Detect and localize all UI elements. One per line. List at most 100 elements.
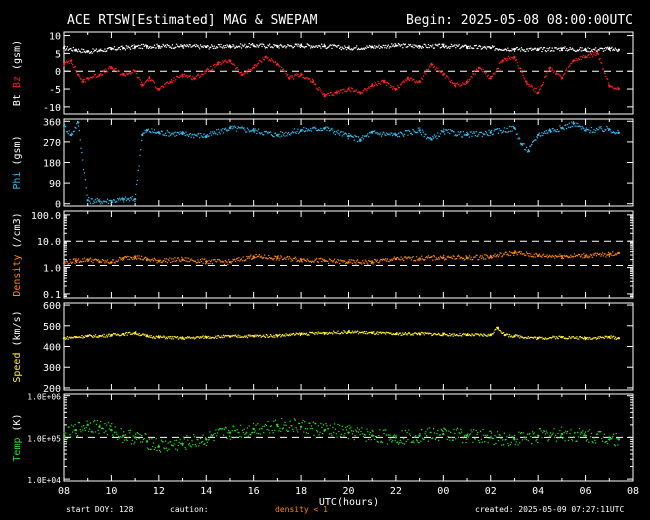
data-point xyxy=(251,431,254,434)
data-point xyxy=(386,45,389,48)
data-point xyxy=(461,335,463,337)
data-point xyxy=(519,432,522,435)
data-point xyxy=(484,254,486,256)
data-point xyxy=(233,127,235,129)
data-point xyxy=(250,254,252,256)
data-point xyxy=(490,432,493,434)
data-point xyxy=(84,81,87,83)
data-point xyxy=(187,444,190,446)
data-point xyxy=(204,442,206,445)
data-point xyxy=(91,335,93,338)
data-point xyxy=(531,84,533,87)
data-point xyxy=(362,48,364,50)
data-point xyxy=(535,87,537,90)
data-point xyxy=(125,256,128,259)
data-point xyxy=(467,433,469,435)
data-point xyxy=(319,431,321,433)
data-point xyxy=(278,65,280,67)
data-point xyxy=(278,259,280,261)
data-point xyxy=(563,73,565,75)
data-point xyxy=(373,130,376,132)
data-point xyxy=(579,256,582,258)
data-point xyxy=(385,429,387,431)
data-point xyxy=(164,132,167,134)
data-point xyxy=(286,45,288,48)
data-point xyxy=(123,439,126,441)
data-point xyxy=(82,159,84,161)
data-point xyxy=(243,127,245,129)
data-point xyxy=(153,129,156,131)
data-point xyxy=(407,76,409,78)
data-point xyxy=(525,438,528,441)
data-point xyxy=(448,128,450,131)
data-point xyxy=(334,133,337,136)
data-point xyxy=(467,436,470,438)
data-point xyxy=(287,334,290,337)
data-point xyxy=(325,126,327,128)
data-point xyxy=(104,71,106,74)
data-point xyxy=(125,200,128,202)
data-point xyxy=(505,131,507,133)
data-point xyxy=(98,198,100,201)
data-point xyxy=(113,431,116,434)
data-point xyxy=(194,443,197,446)
data-point xyxy=(187,336,189,338)
data-point xyxy=(588,53,590,56)
data-point xyxy=(69,258,71,261)
data-point xyxy=(450,436,453,439)
data-point xyxy=(339,333,342,335)
data-point xyxy=(97,259,99,261)
data-point xyxy=(74,65,76,68)
data-point xyxy=(279,136,281,138)
data-point xyxy=(382,429,384,432)
data-point xyxy=(235,258,238,260)
data-point xyxy=(431,46,433,48)
data-point xyxy=(412,44,414,46)
data-point xyxy=(199,442,201,444)
data-point xyxy=(174,135,176,137)
data-point xyxy=(189,74,192,77)
data-point xyxy=(184,134,186,137)
data-point xyxy=(424,433,426,435)
data-point xyxy=(309,422,311,425)
data-point xyxy=(305,432,308,434)
y-axis-label-part: Speed xyxy=(12,353,23,383)
data-point xyxy=(550,256,553,258)
data-point xyxy=(167,442,169,444)
data-point xyxy=(80,336,82,339)
data-point xyxy=(315,87,318,89)
data-point xyxy=(340,433,343,435)
data-point xyxy=(189,44,192,46)
data-point xyxy=(68,62,70,65)
data-point xyxy=(125,72,128,74)
data-point xyxy=(558,47,560,50)
data-point xyxy=(561,76,564,78)
data-point xyxy=(536,92,539,95)
data-point xyxy=(70,62,73,65)
data-point xyxy=(478,439,480,442)
data-point xyxy=(447,435,449,438)
data-point xyxy=(245,431,248,434)
data-point xyxy=(176,449,179,451)
data-point xyxy=(76,259,79,261)
data-point xyxy=(168,260,170,262)
data-point xyxy=(114,262,116,264)
data-point xyxy=(449,80,451,83)
data-point xyxy=(79,50,81,53)
data-point xyxy=(470,131,472,133)
data-point xyxy=(97,336,99,339)
data-point xyxy=(368,87,371,89)
data-point xyxy=(194,45,197,48)
data-point xyxy=(439,434,442,436)
data-point xyxy=(140,149,142,151)
data-point xyxy=(460,428,462,431)
data-point xyxy=(351,330,354,332)
data-point xyxy=(544,337,547,339)
data-point xyxy=(139,44,141,47)
data-point xyxy=(167,258,169,261)
data-point xyxy=(188,260,191,263)
data-point xyxy=(282,258,285,261)
data-point xyxy=(413,130,415,132)
data-point xyxy=(148,77,151,80)
data-point xyxy=(377,441,379,443)
